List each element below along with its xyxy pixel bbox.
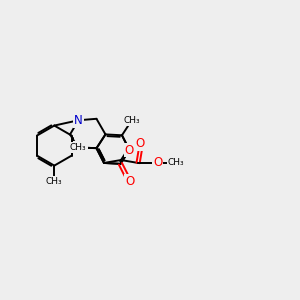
Text: CH₃: CH₃ [124, 116, 140, 125]
Text: CH₃: CH₃ [70, 143, 87, 152]
Text: CH₃: CH₃ [46, 177, 63, 186]
Text: O: O [136, 137, 145, 150]
Text: N: N [74, 114, 83, 127]
Text: O: O [125, 143, 134, 157]
Text: O: O [74, 142, 83, 155]
Text: O: O [125, 175, 134, 188]
Text: O: O [153, 157, 163, 169]
Text: CH₃: CH₃ [168, 158, 184, 167]
